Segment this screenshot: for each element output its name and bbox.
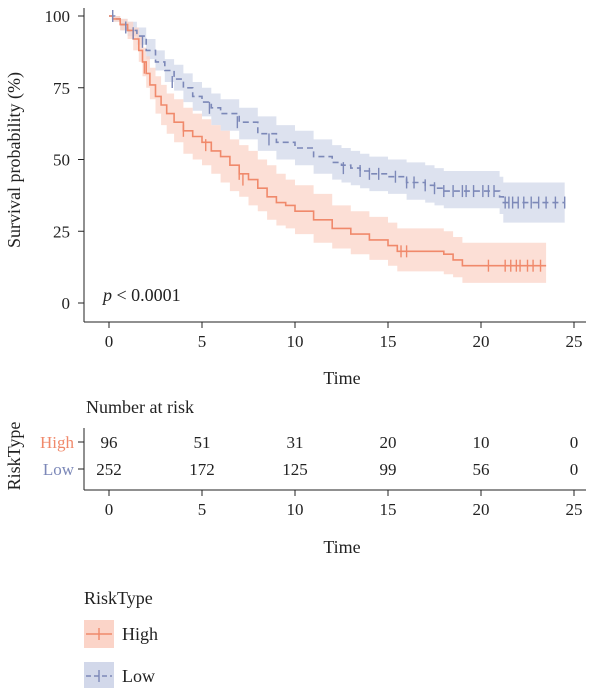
x-tick-label: 10 xyxy=(287,332,304,351)
risk-count-high: 20 xyxy=(380,433,397,452)
risk-count-high: 96 xyxy=(101,433,118,452)
risk-table-title: Number at risk xyxy=(86,397,194,417)
risk-count-low: 56 xyxy=(473,460,490,479)
legend-label-low: Low xyxy=(122,666,155,686)
risk-count-high: 0 xyxy=(570,433,579,452)
risk-table: Number at risk RiskType High 96 51 31 20 10 0 L… xyxy=(4,397,586,557)
legend-item-low: Low xyxy=(84,662,155,688)
x-axis-ticks: 0 5 10 15 20 25 xyxy=(105,322,583,351)
risk-count-low: 172 xyxy=(189,460,215,479)
confidence-band-low xyxy=(109,16,565,223)
risk-count-low: 125 xyxy=(282,460,308,479)
p-value-text: < 0.0001 xyxy=(112,285,181,305)
x-tick-label: 15 xyxy=(380,332,397,351)
x-tick-label: 5 xyxy=(198,332,207,351)
p-value-symbol: p xyxy=(101,285,112,305)
y-tick-label: 25 xyxy=(53,222,70,241)
risk-table-x-title: Time xyxy=(323,537,360,557)
risk-table-rows: High 96 51 31 20 10 0 Low 252 172 125 99 56 0 xyxy=(40,433,578,479)
legend-items: High Low xyxy=(84,620,158,688)
x-tick-label: 20 xyxy=(473,332,490,351)
y-axis-title: Survival probability (%) xyxy=(4,72,25,248)
legend-title: RiskType xyxy=(84,588,153,608)
y-tick-label: 100 xyxy=(45,7,71,26)
y-tick-label: 75 xyxy=(53,79,70,98)
censor-marks xyxy=(112,10,566,272)
risk-count-high: 51 xyxy=(194,433,211,452)
risk-x-tick-label: 10 xyxy=(287,500,304,519)
survival-curve-low xyxy=(109,15,565,204)
risk-x-tick-label: 20 xyxy=(473,500,490,519)
confidence-band-high xyxy=(109,16,547,283)
risk-count-high: 10 xyxy=(473,433,490,452)
risk-count-low: 0 xyxy=(570,460,579,479)
confidence-bands xyxy=(109,16,565,283)
risk-row-label-low: Low xyxy=(43,460,75,479)
legend: RiskType High Low xyxy=(84,588,158,688)
risk-x-tick-label: 25 xyxy=(566,500,583,519)
x-tick-label: 25 xyxy=(566,332,583,351)
km-plot: 0 25 50 75 100 0 5 10 15 20 25 Survival probabili… xyxy=(4,7,586,388)
risk-table-x-ticks: 0 5 10 15 20 25 xyxy=(105,490,583,519)
p-value-annotation: p < 0.0001 xyxy=(101,285,181,305)
risk-count-high: 31 xyxy=(287,433,304,452)
risk-count-low: 252 xyxy=(96,460,122,479)
y-tick-label: 50 xyxy=(53,151,70,170)
risk-count-low: 99 xyxy=(380,460,397,479)
legend-label-high: High xyxy=(122,624,158,644)
risk-row-label-high: High xyxy=(40,433,75,452)
x-axis-title: Time xyxy=(323,368,360,388)
x-tick-label: 0 xyxy=(105,332,114,351)
risk-x-tick-label: 5 xyxy=(198,500,207,519)
y-tick-label: 0 xyxy=(62,294,71,313)
risk-table-y-title: RiskType xyxy=(4,422,24,491)
risk-x-tick-label: 15 xyxy=(380,500,397,519)
y-axis-ticks: 0 25 50 75 100 xyxy=(45,7,84,313)
legend-item-high: High xyxy=(84,620,158,648)
risk-x-tick-label: 0 xyxy=(105,500,114,519)
